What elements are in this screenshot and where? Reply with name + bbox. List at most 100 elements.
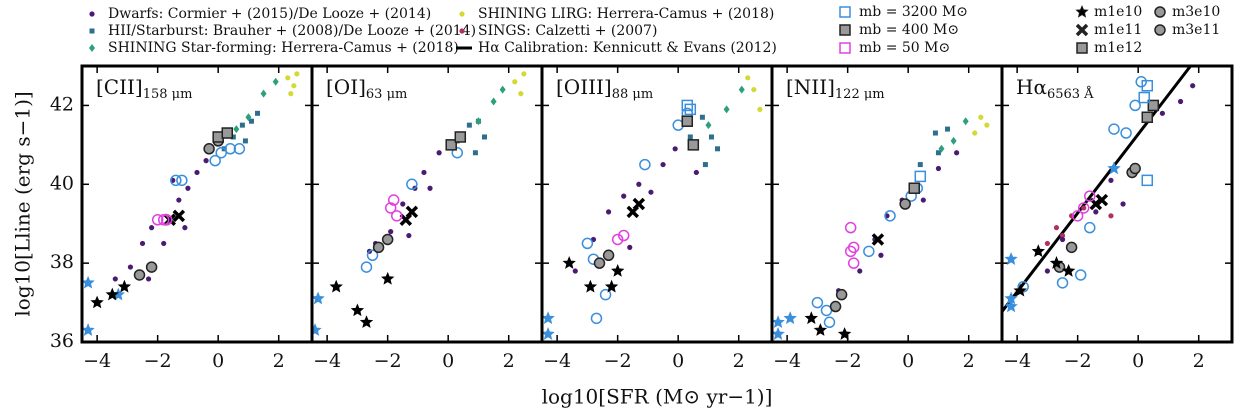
panel-label-sub: 88 μm xyxy=(612,87,653,102)
data-point xyxy=(384,202,397,214)
data-point xyxy=(605,209,612,215)
data-point xyxy=(490,97,497,106)
data-point xyxy=(233,143,246,155)
data-point xyxy=(920,197,926,203)
data-point xyxy=(499,85,506,94)
data-point xyxy=(1108,213,1114,219)
legend-label: Dwarfs: Cormier + (2015)/De Looze + (201… xyxy=(108,6,431,22)
data-point xyxy=(908,182,920,194)
data-point xyxy=(170,174,182,187)
data-point xyxy=(1120,127,1132,139)
panel-points xyxy=(82,71,300,336)
data-point xyxy=(224,143,237,155)
data-point xyxy=(590,312,603,325)
data-point xyxy=(221,127,234,139)
data-point xyxy=(1135,76,1147,88)
x-tick-label: 0 xyxy=(442,350,454,372)
data-point xyxy=(871,233,885,246)
data-point xyxy=(863,245,875,258)
data-point xyxy=(542,327,555,340)
panel-label-sub: 6563 Å xyxy=(1047,86,1094,102)
data-point xyxy=(617,229,630,242)
data-point xyxy=(421,169,427,176)
data-point xyxy=(1071,210,1084,222)
data-point xyxy=(1081,205,1087,211)
x-tick-label: −2 xyxy=(144,350,172,372)
data-point xyxy=(472,150,478,156)
data-point xyxy=(829,300,842,313)
data-point xyxy=(230,134,236,140)
data-point xyxy=(390,210,403,222)
data-point xyxy=(639,158,651,171)
data-point xyxy=(1093,209,1099,215)
data-point xyxy=(366,249,379,262)
data-point xyxy=(636,181,642,187)
data-point xyxy=(1095,193,1109,207)
data-point xyxy=(312,323,322,336)
data-point xyxy=(702,162,708,168)
data-point xyxy=(245,113,252,122)
panel-points xyxy=(1002,66,1196,313)
data-point xyxy=(811,296,824,309)
data-point xyxy=(978,114,984,120)
panel-label-sub: 158 μm xyxy=(143,87,193,102)
data-point xyxy=(681,99,694,112)
y-tick-label: 40 xyxy=(50,172,74,194)
panel-points xyxy=(542,75,763,340)
data-point xyxy=(1120,201,1126,207)
data-point xyxy=(242,138,248,144)
data-point xyxy=(291,83,297,89)
data-point xyxy=(984,122,990,128)
legend-label: m3e11 xyxy=(1172,22,1220,38)
data-point xyxy=(1074,269,1087,281)
data-point xyxy=(139,240,146,247)
data-point xyxy=(1075,23,1089,37)
data-point xyxy=(1004,299,1018,313)
data-point xyxy=(209,154,221,167)
data-point xyxy=(1154,24,1166,36)
data-point xyxy=(149,225,155,231)
data-point xyxy=(1059,236,1066,243)
panel-label: Hα6563 Å xyxy=(1016,75,1094,102)
data-point xyxy=(611,263,625,277)
data-point xyxy=(1107,161,1121,175)
data-point xyxy=(684,103,697,116)
data-point xyxy=(239,122,245,128)
panel-label-sub: 63 μm xyxy=(366,87,407,102)
data-point xyxy=(160,214,173,226)
data-point xyxy=(783,311,797,325)
data-point xyxy=(935,165,942,172)
data-point xyxy=(436,150,442,156)
data-point xyxy=(427,185,433,191)
data-point xyxy=(1108,177,1114,183)
data-point xyxy=(521,71,527,77)
data-point xyxy=(723,105,730,114)
data-point xyxy=(542,311,555,325)
legend-label: HII/Starburst: Brauher + (2008)/De Looze… xyxy=(108,23,476,39)
data-point xyxy=(621,193,627,199)
x-tick-label: −2 xyxy=(1064,350,1092,372)
data-point xyxy=(82,275,95,289)
data-point xyxy=(405,205,419,219)
data-point xyxy=(1004,252,1018,265)
data-point xyxy=(1049,256,1064,269)
panel-label: [NII]122 μm xyxy=(786,75,885,102)
data-point xyxy=(233,125,240,134)
legend-label: SHINING Star-forming: Herrera-Camus + (2… xyxy=(108,40,459,56)
data-point xyxy=(1129,99,1141,112)
data-point xyxy=(1013,283,1027,297)
panel-label: [OI]63 μm xyxy=(326,75,407,102)
panel-label-sub: 122 μm xyxy=(835,87,885,102)
data-point xyxy=(82,323,95,336)
legend-label: mb = 3200 M⊙ xyxy=(859,4,968,20)
data-point xyxy=(837,327,852,340)
data-point xyxy=(857,268,863,274)
panel-frame xyxy=(310,64,544,344)
data-point xyxy=(89,44,95,52)
data-point xyxy=(255,110,261,116)
x-tick-label: 2 xyxy=(963,350,975,372)
data-point xyxy=(878,252,884,258)
data-point xyxy=(839,42,851,54)
data-point xyxy=(1076,42,1088,54)
data-point xyxy=(962,117,969,126)
